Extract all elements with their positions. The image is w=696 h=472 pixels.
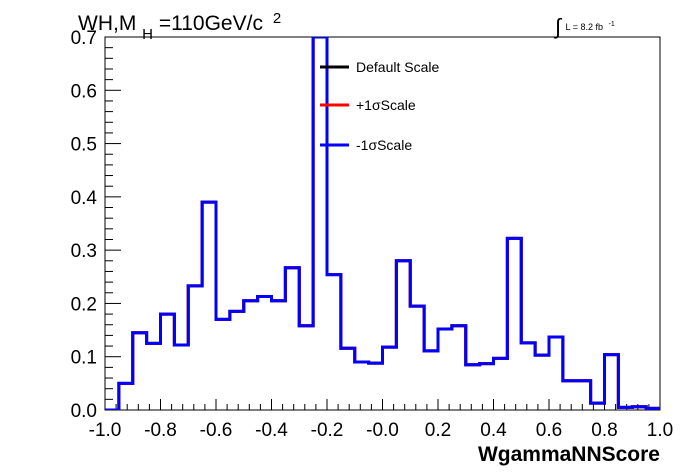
series-group: [105, 37, 660, 410]
lumi-annotation: ∫ L = 8.2 fb -1: [553, 14, 615, 39]
chart-title-main: WH,M: [78, 12, 136, 35]
x-tick-labels: -1.0 -0.8 -0.6 -0.4 -0.2 -0.0 0.2 0.4 0.6 0.8 1.0: [89, 420, 674, 441]
y-tick-labels: 0.0 0.1 0.2 0.3 0.4 0.5 0.6 0.7: [71, 28, 98, 422]
y-tick-label: 0.2: [71, 294, 97, 315]
x-tick-label: -1.0: [89, 420, 122, 441]
x-tick-label: -0.4: [255, 420, 288, 441]
integral-icon: ∫: [553, 14, 563, 39]
series-line-2: [105, 37, 660, 410]
x-tick-label: 0.8: [591, 420, 617, 441]
chart-title: WH,M H =110GeV/c 2: [78, 10, 281, 44]
y-tick-label: 0.6: [71, 81, 97, 102]
lumi-text: L = 8.2 fb: [566, 22, 603, 32]
y-tick-label: 0.7: [71, 28, 97, 49]
y-tick-label: 0.0: [71, 401, 97, 422]
y-tick-label: 0.1: [71, 348, 97, 369]
x-tick-label: 0.4: [480, 420, 507, 441]
axis-ticks: [104, 36, 661, 411]
legend: Default Scale +1σScale -1σScale: [320, 59, 439, 153]
chart-title-mid: =110GeV/c: [159, 12, 263, 35]
chart-title-superscript: 2: [273, 10, 281, 27]
x-tick-label: -0.2: [311, 420, 344, 441]
x-tick-label: 0.6: [536, 420, 562, 441]
legend-label: Default Scale: [356, 59, 439, 75]
legend-label: -1σScale: [356, 137, 412, 153]
x-tick-label: -0.0: [366, 420, 399, 441]
x-tick-label: 0.2: [425, 420, 451, 441]
x-tick-label: 1.0: [647, 420, 673, 441]
x-tick-label: -0.8: [144, 420, 177, 441]
x-tick-label: -0.6: [200, 420, 233, 441]
y-tick-label: 0.3: [71, 241, 97, 262]
y-tick-label: 0.4: [71, 188, 98, 209]
y-tick-label: 0.5: [71, 135, 97, 156]
chart-title-subscript: H: [142, 26, 153, 43]
lumi-superscript: -1: [609, 21, 615, 28]
legend-label: +1σScale: [356, 97, 416, 113]
x-axis-label: WgammaNNScore: [478, 443, 660, 466]
